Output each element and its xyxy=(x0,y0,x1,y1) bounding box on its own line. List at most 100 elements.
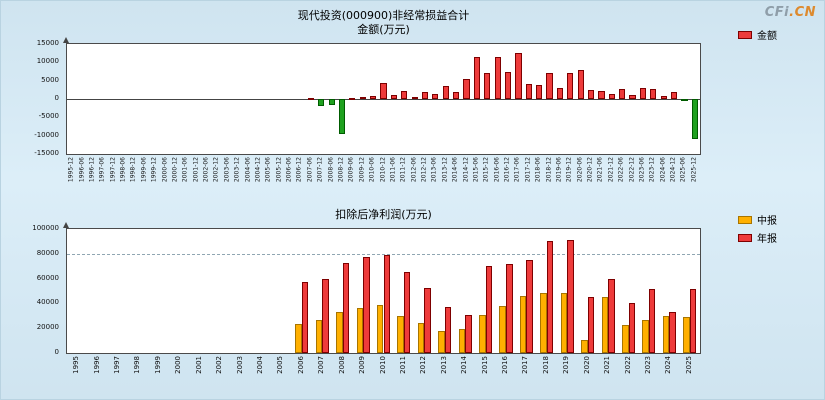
interim-legend-label: 中报 xyxy=(757,216,777,227)
x-axis-label: 1997-12 xyxy=(109,157,117,183)
y-axis-tick-label: 60000 xyxy=(36,273,59,282)
x-axis-label: 2008-12 xyxy=(337,157,345,183)
x-axis-label: 1995-12 xyxy=(67,157,75,183)
annual-bar xyxy=(383,255,391,353)
amount-bar xyxy=(598,90,605,99)
amount-bar xyxy=(660,96,667,99)
net-profit-chart: 0 20000 40000 60000 80000 100000 1995 1996 1997… xyxy=(1,222,824,399)
y-axis-tick-label: 100000 xyxy=(32,224,59,232)
amount-bar xyxy=(639,88,647,99)
bottom-chart-x-axis: 1995 1996 1997 1998 1999 2000 2001 2002 2003 2004… xyxy=(66,355,701,399)
interim-bar xyxy=(417,323,425,353)
amount-bar xyxy=(453,91,460,99)
x-axis-label: 2022-12 xyxy=(628,157,636,183)
amount-legend-swatch xyxy=(738,30,752,39)
x-axis-label: 2019 xyxy=(562,356,571,374)
x-axis-label: 2008-06 xyxy=(327,157,335,183)
amount-bar xyxy=(494,56,501,99)
amount-bar xyxy=(515,53,522,99)
x-axis-label: 2016 xyxy=(501,356,510,374)
x-axis-label: 2000-06 xyxy=(161,157,169,183)
annual-bar xyxy=(424,287,431,353)
x-axis-label: 2019-06 xyxy=(555,157,563,183)
x-axis-label: 2011 xyxy=(398,356,407,374)
amount-bar xyxy=(546,72,553,99)
x-axis-label: 2021-12 xyxy=(607,157,615,183)
annual-bar xyxy=(689,288,697,353)
x-axis-label: 1995 xyxy=(72,356,81,374)
amount-bar xyxy=(432,93,439,99)
top-chart-subtitle: 金额(万元) xyxy=(357,23,410,36)
x-axis-label: 2001 xyxy=(194,356,203,374)
annual-bar xyxy=(444,306,452,353)
interim-bar xyxy=(581,339,588,353)
amount-bar xyxy=(370,96,377,99)
amount-bar xyxy=(401,90,408,99)
x-axis-label: 2018-12 xyxy=(545,157,553,183)
amount-bar xyxy=(307,97,314,100)
amount-bar xyxy=(587,89,595,99)
x-axis-label: 2024-06 xyxy=(659,157,667,183)
x-axis-label: 2010-12 xyxy=(379,157,386,183)
amount-bar xyxy=(463,78,470,99)
x-axis-label: 2017-06 xyxy=(513,157,521,183)
interim-bar xyxy=(336,312,343,353)
bottom-chart-title: 扣除后净利润(万元) xyxy=(335,208,432,221)
annual-bar xyxy=(506,263,513,353)
x-axis-label: 2010-06 xyxy=(368,157,376,183)
interim-bar xyxy=(356,308,364,353)
y-axis-tick-label: 5000 xyxy=(41,75,59,84)
x-axis-label: 2006 xyxy=(296,356,305,374)
x-axis-label: 2017-12 xyxy=(524,157,532,183)
y-axis-arrow-icon xyxy=(63,222,69,228)
x-axis-label: 2025-06 xyxy=(679,157,687,183)
x-axis-label: 2025 xyxy=(684,356,693,374)
annual-bar xyxy=(648,288,656,353)
amount-bar xyxy=(328,99,335,105)
top-chart-legend: 金额 xyxy=(738,27,777,45)
x-axis-label: 2005-12 xyxy=(275,157,283,183)
interim-bar xyxy=(295,324,302,353)
x-axis-label: 2004 xyxy=(255,356,264,374)
amount-bar xyxy=(629,94,636,99)
x-axis-label: 2016-12 xyxy=(503,157,511,183)
x-axis-label: 1998-12 xyxy=(129,157,137,183)
annual-bar xyxy=(608,278,615,353)
y-axis-tick-label: 10000 xyxy=(36,57,59,66)
x-axis-label: 2015-12 xyxy=(482,157,490,183)
x-axis-label: 1999 xyxy=(153,356,162,374)
x-axis-label: 2000 xyxy=(174,356,183,374)
amount-bar xyxy=(484,73,491,99)
x-axis-label: 2018-06 xyxy=(534,157,542,183)
annual-bar xyxy=(526,260,533,353)
interim-bar xyxy=(499,305,506,353)
y-axis-tick-label: -10000 xyxy=(34,130,59,139)
x-axis-label: 2004-06 xyxy=(244,157,252,183)
x-axis-label: 2020-12 xyxy=(586,157,594,183)
y-axis-tick-label: -5000 xyxy=(38,112,59,121)
annual-bar xyxy=(587,296,595,353)
interim-bar xyxy=(621,325,629,353)
legend-item-interim: 中报 xyxy=(738,212,777,227)
logo-cfi-text: CFi xyxy=(764,5,790,20)
zero-axis-line xyxy=(67,99,700,100)
interim-bar xyxy=(560,293,568,353)
y-axis-tick-label: 0 xyxy=(54,94,59,102)
top-chart-title: 现代投资(000900)非经常损益合计 xyxy=(297,9,470,22)
x-axis-label: 1997 xyxy=(113,356,122,374)
x-axis-label: 2009-06 xyxy=(347,157,355,183)
annual-bar xyxy=(567,239,574,353)
y-axis-tick-label: 15000 xyxy=(36,39,59,47)
interim-bar xyxy=(315,319,323,353)
x-axis-label: 1996-12 xyxy=(88,157,96,183)
x-axis-label: 2006-06 xyxy=(285,157,293,183)
annual-bar xyxy=(301,281,309,353)
annual-bar xyxy=(363,256,370,353)
x-axis-label: 2012 xyxy=(419,356,428,374)
annual-legend-swatch xyxy=(738,233,752,242)
amount-bar xyxy=(681,99,688,101)
logo-cn-text: .CN xyxy=(789,5,816,20)
annual-bar xyxy=(669,312,676,353)
x-axis-label: 2003-12 xyxy=(233,157,241,183)
y-axis-tick-label: -15000 xyxy=(34,149,59,157)
